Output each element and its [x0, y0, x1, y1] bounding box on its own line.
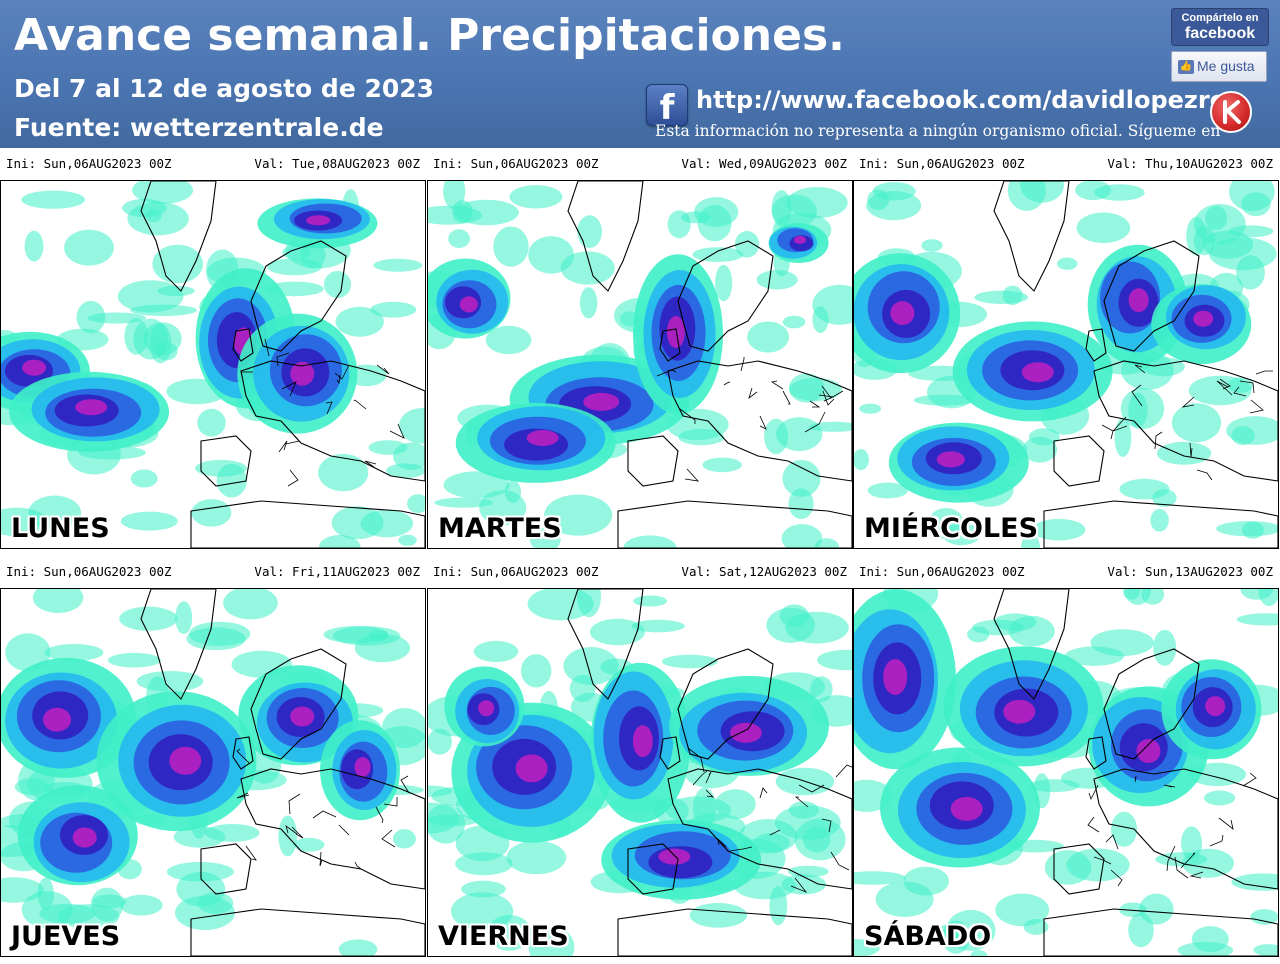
header-banner: Avance semanal. Precipitaciones. Del 7 a… [0, 0, 1280, 148]
day-label: LUNES [11, 513, 110, 544]
forecast-panel-lunes: Ini: Sun,06AUG2023 00Z Val: Tue,08AUG202… [0, 148, 426, 556]
forecast-panel-sabado: Ini: Sun,06AUG2023 00Z Val: Sun,13AUG202… [853, 556, 1279, 964]
panel-metadata: Ini: Sun,06AUG2023 00Z Val: Sat,12AUG202… [427, 556, 853, 590]
disclaimer-text: Esta información no representa a ningún … [655, 122, 1221, 140]
coastlines [567, 181, 852, 548]
forecast-panel-viernes: Ini: Sun,06AUG2023 00Z Val: Sat,12AUG202… [427, 556, 853, 964]
precipitation-map: MIÉRCOLES [853, 180, 1279, 549]
share-facebook-button[interactable]: Compártelo en facebook [1171, 8, 1269, 46]
forecast-panel-jueves: Ini: Sun,06AUG2023 00Z Val: Fri,11AUG202… [0, 556, 426, 964]
page-title: Avance semanal. Precipitaciones. [14, 10, 845, 61]
precipitation-field [1, 589, 425, 956]
date-range: Del 7 al 12 de agosto de 2023 [14, 74, 435, 103]
precipitation-field [854, 589, 1278, 956]
precipitation-field [854, 181, 1278, 548]
day-label: MARTES [438, 513, 562, 544]
precipitation-map: JUEVES [0, 588, 426, 957]
init-time: Ini: Sun,06AUG2023 00Z [859, 156, 1025, 171]
precipitation-map: VIERNES [427, 588, 853, 957]
share-label: Compártelo en [1181, 12, 1259, 24]
valid-time: Val: Thu,10AUG2023 00Z [1107, 156, 1273, 171]
panel-metadata: Ini: Sun,06AUG2023 00Z Val: Sun,13AUG202… [853, 556, 1279, 590]
valid-time: Val: Sat,12AUG2023 00Z [681, 564, 847, 579]
facebook-icon[interactable]: f [646, 84, 688, 126]
precipitation-map: MARTES [427, 180, 853, 549]
share-facebook-label: facebook [1184, 25, 1256, 42]
panel-metadata: Ini: Sun,06AUG2023 00Z Val: Thu,10AUG202… [853, 148, 1279, 182]
coastlines [993, 589, 1278, 956]
coastlines [140, 589, 425, 956]
forecast-panel-miercoles: Ini: Sun,06AUG2023 00Z Val: Thu,10AUG202… [853, 148, 1279, 556]
data-source: Fuente: wetterzentrale.de [14, 113, 384, 142]
init-time: Ini: Sun,06AUG2023 00Z [6, 564, 172, 579]
init-time: Ini: Sun,06AUG2023 00Z [433, 156, 599, 171]
facebook-url-link[interactable]: http://www.facebook.com/davidlopezrey [696, 86, 1242, 114]
day-label: SÁBADO [864, 921, 992, 952]
like-label: Me gusta [1197, 58, 1255, 74]
day-label: MIÉRCOLES [864, 513, 1039, 544]
day-label: VIERNES [438, 921, 569, 952]
init-time: Ini: Sun,06AUG2023 00Z [6, 156, 172, 171]
precipitation-field [1, 181, 425, 548]
thumbs-up-icon: 👍 [1178, 60, 1194, 75]
precipitation-field [428, 181, 852, 548]
panel-metadata: Ini: Sun,06AUG2023 00Z Val: Fri,11AUG202… [0, 556, 426, 590]
author-logo-icon [1210, 91, 1252, 133]
valid-time: Val: Wed,09AUG2023 00Z [681, 156, 847, 171]
day-label: JUEVES [11, 921, 121, 952]
coastlines [567, 589, 852, 956]
panel-metadata: Ini: Sun,06AUG2023 00Z Val: Tue,08AUG202… [0, 148, 426, 182]
like-button[interactable]: 👍 Me gusta [1171, 51, 1267, 82]
precipitation-map: LUNES [0, 180, 426, 549]
panel-metadata: Ini: Sun,06AUG2023 00Z Val: Wed,09AUG202… [427, 148, 853, 182]
forecast-panel-martes: Ini: Sun,06AUG2023 00Z Val: Wed,09AUG202… [427, 148, 853, 556]
valid-time: Val: Tue,08AUG2023 00Z [254, 156, 420, 171]
valid-time: Val: Fri,11AUG2023 00Z [254, 564, 420, 579]
coastlines [993, 181, 1278, 548]
init-time: Ini: Sun,06AUG2023 00Z [433, 564, 599, 579]
valid-time: Val: Sun,13AUG2023 00Z [1107, 564, 1273, 579]
precipitation-map: SÁBADO [853, 588, 1279, 957]
coastlines [140, 181, 425, 548]
precipitation-field [428, 589, 852, 956]
init-time: Ini: Sun,06AUG2023 00Z [859, 564, 1025, 579]
